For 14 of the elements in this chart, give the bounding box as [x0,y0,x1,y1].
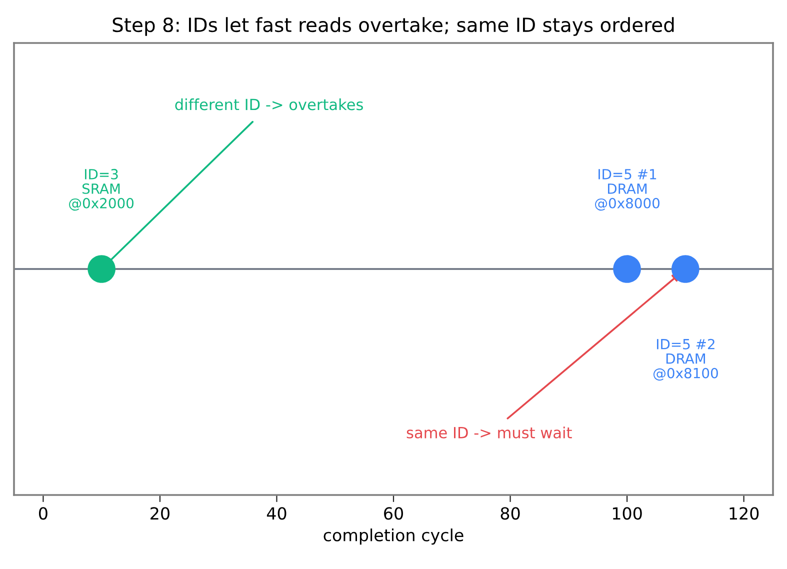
annotation: different ID -> overtakes [175,98,363,110]
x-axis-title: completion cycle [324,528,464,545]
annotation: same ID -> must wait [406,426,572,438]
x-tick-label: 0 [38,507,48,520]
x-tick-label: 20 [150,507,170,520]
annotation: ID=5 #2 DRAM @0x8100 [653,338,718,381]
chart-title: Step 8: IDs let fast reads overtake; same ID stays ordered [112,17,674,36]
x-tick-label: 120 [730,507,759,520]
x-tick-label: 80 [500,507,520,520]
x-tick-label: 40 [266,507,286,520]
x-tick-label: 60 [384,507,403,520]
annotation: ID=3 SRAM @0x2000 [69,168,134,211]
annotation: ID=5 #1 DRAM @0x8000 [595,169,660,211]
x-tick-label: 100 [612,507,642,520]
